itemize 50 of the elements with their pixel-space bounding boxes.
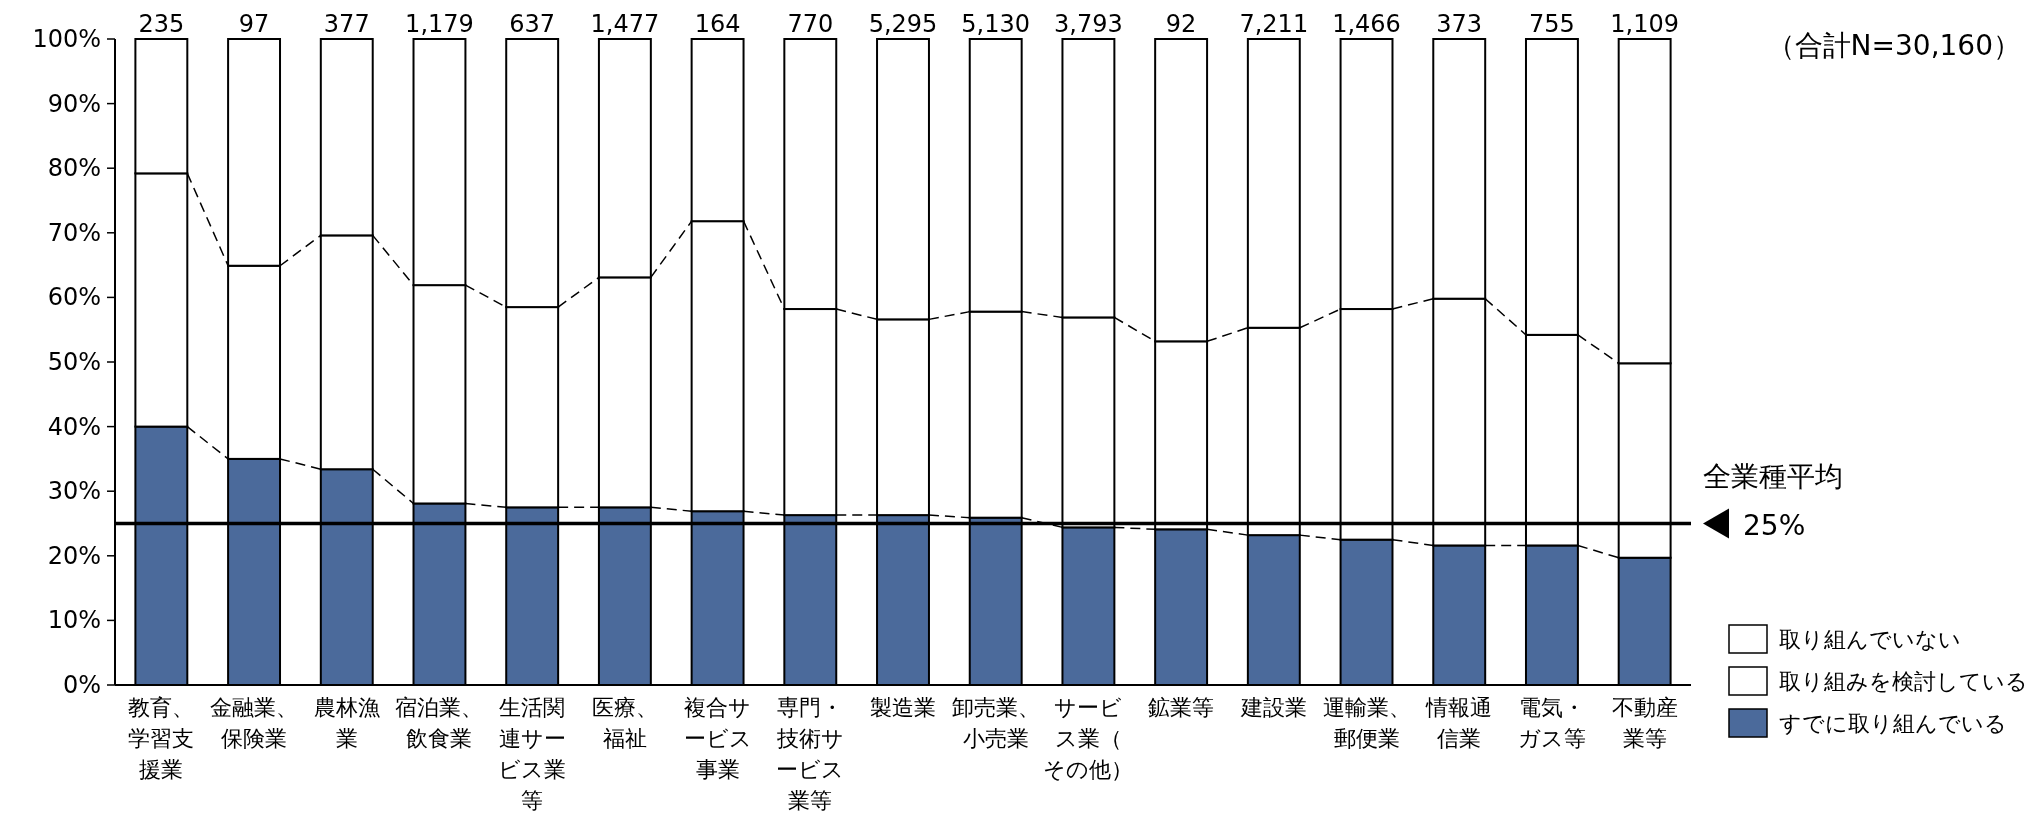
- x-tick-label: 電気・ガス等: [1517, 695, 1586, 751]
- y-tick-label: 10%: [47, 606, 101, 635]
- x-tick-label: サービス業（その他）: [1043, 695, 1134, 782]
- x-tick-label: 医療、福祉: [591, 695, 658, 751]
- annotation: 373: [1436, 10, 1483, 38]
- annotation: 5,130: [961, 10, 1031, 38]
- annotation: 1,477: [590, 10, 660, 38]
- x-tick-label: 複合サービス事業: [683, 695, 752, 782]
- annotation: 377: [323, 10, 370, 38]
- x-tick-label: 鉱業等: [1148, 695, 1215, 720]
- y-tick-label: 80%: [47, 154, 101, 183]
- y-tick-label: 50%: [47, 348, 101, 376]
- legend-label: すでに取り組んでいる: [1779, 711, 2007, 736]
- x-tick-label: 情報通信業: [1425, 695, 1493, 751]
- y-tick-label: 0%: [62, 671, 101, 699]
- x-tick-label: 不動産業等: [1611, 695, 1678, 751]
- y-tick-label: 70%: [47, 218, 101, 247]
- x-tick-label: 建設業: [1239, 695, 1307, 720]
- annotation: 755: [1529, 10, 1575, 38]
- annotation: 1,179: [405, 10, 474, 38]
- y-tick-label: 60%: [47, 283, 101, 312]
- annotation: 637: [509, 10, 556, 38]
- text: （合計N=30,160）: [1766, 29, 2021, 62]
- annotation: 92: [1165, 10, 1197, 38]
- y-tick-label: 90%: [47, 89, 101, 118]
- y-tick-label: 40%: [47, 412, 101, 441]
- y-tick-label: 100%: [32, 25, 101, 53]
- x-tick-label: 卸売業、小売業: [951, 695, 1040, 751]
- x-tick-label: 製造業: [870, 695, 936, 720]
- y-tick-label: 20%: [47, 541, 101, 570]
- annotation: 770: [787, 10, 834, 38]
- y-tick-label: 30%: [47, 477, 101, 506]
- x-tick-label: 教育、学習支援業: [128, 695, 195, 782]
- legend-label: 取り組みを検討している: [1779, 669, 2028, 694]
- annotation: 164: [694, 10, 741, 38]
- annotation: 97: [238, 10, 270, 38]
- x-tick-label: 金融業、保険業: [210, 695, 299, 751]
- annotation: 3,793: [1054, 10, 1123, 38]
- annotation: 235: [138, 10, 185, 38]
- annotation: 5,295: [868, 10, 938, 38]
- annotation: 1,466: [1332, 10, 1401, 38]
- x-tick-label: 宿泊業、飲食業: [395, 695, 484, 751]
- x-tick-label: 専門・技術サービス業等: [775, 695, 845, 813]
- ref-line-label: 全業種平均 25%: [1703, 459, 1843, 542]
- annotation: 7,211: [1239, 10, 1309, 38]
- x-tick-label: 生活関連サービス業等: [498, 695, 567, 813]
- x-tick-label: 農林漁業: [313, 695, 380, 751]
- legend-label: 取り組んでいない: [1779, 627, 1961, 652]
- x-tick-label: 運輸業、郵便業: [1322, 695, 1411, 751]
- annotation: 1,109: [1610, 10, 1680, 38]
